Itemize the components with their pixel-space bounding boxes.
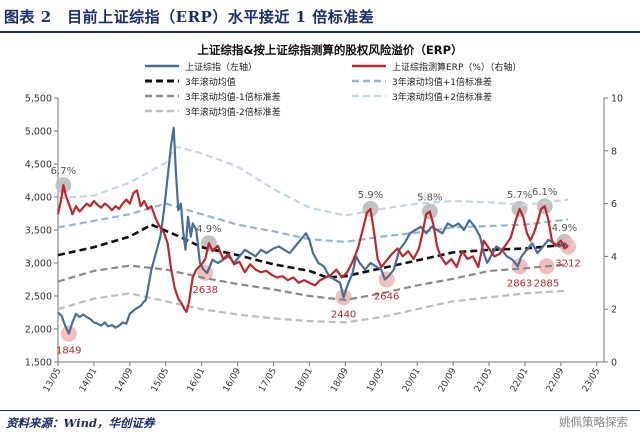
series-line	[57, 223, 569, 279]
left-axis-tick-label: 3,500	[25, 226, 52, 237]
right-axis-tick-label: 4	[611, 252, 617, 263]
left-axis-tick-label: 4,500	[25, 160, 52, 171]
legend-item: 上证综指测算ERP（%）（右轴）	[352, 61, 521, 73]
x-axis-tick-label: 22/01	[509, 367, 531, 394]
x-axis-tick-label: 19/05	[365, 367, 387, 394]
trough-label: 2646	[374, 292, 399, 303]
left-axis-tick-label: 3,000	[25, 259, 52, 270]
right-axis-tick-label: 0	[611, 358, 617, 369]
peak-label: 5.7%	[507, 190, 532, 201]
legend-item: 3年滚动均值	[145, 76, 236, 88]
figure-title: 图表 2 目前上证综指（ERP）水平接近 1 倍标准差	[4, 8, 375, 26]
trough-label: 2638	[193, 285, 218, 296]
legend-label: 上证综指测算ERP（%）（右轴）	[392, 61, 521, 73]
series-line	[57, 202, 569, 243]
legend-item: 3年滚动均值-2倍标准差	[145, 106, 281, 118]
x-axis-tick-label: 17/05	[257, 367, 279, 394]
watermark-text: 姚佩策略探索	[559, 415, 628, 429]
peak-label: 4.9%	[196, 224, 221, 235]
x-axis-tick-label: 21/05	[473, 366, 495, 393]
trough-label: 2885	[534, 278, 559, 289]
chart-title: 上证综指&按上证综指测算的股权风险溢价（ERP）	[197, 43, 462, 57]
legend-label: 3年滚动均值	[185, 76, 236, 88]
x-axis-tick-label: 15/05	[150, 367, 172, 394]
legend-item: 上证综指（左轴）	[145, 61, 257, 73]
trough-label: 2440	[331, 309, 356, 320]
x-axis-tick-label: 23/05	[581, 367, 603, 394]
right-axis-tick-label: 8	[611, 146, 617, 157]
x-axis-tick-label: 18/01	[293, 367, 315, 394]
legend-label: 3年滚动均值-2倍标准差	[185, 106, 281, 118]
series-line	[56, 184, 569, 313]
x-axis-tick-label: 20/09	[437, 366, 459, 394]
left-axis-tick-label: 2,500	[25, 292, 52, 303]
peak-label: 4.9%	[552, 223, 577, 234]
trough-label: 1849	[56, 346, 81, 357]
series-line	[57, 145, 569, 217]
legend-label: 3年滚动均值+2倍标准差	[392, 91, 492, 103]
peak-label: 6.7%	[51, 166, 76, 177]
peak-label: 6.1%	[532, 187, 557, 198]
legend-label: 3年滚动均值-1倍标准差	[185, 91, 281, 103]
x-axis-tick-label: 18/09	[329, 366, 351, 394]
footer-divider	[0, 410, 640, 411]
series-line	[57, 289, 569, 324]
right-axis-tick-label: 2	[611, 305, 617, 316]
trough-label: 2863	[507, 278, 532, 289]
left-axis-tick-label: 1,500	[25, 358, 52, 369]
x-axis-tick-label: 16/09	[222, 366, 244, 394]
legend-item: 3年滚动均值+1倍标准差	[352, 76, 492, 88]
x-axis-tick-label: 14/09	[114, 366, 136, 394]
legend-item: 3年滚动均值+2倍标准差	[352, 91, 492, 103]
left-axis-tick-label: 5,500	[25, 94, 52, 105]
legend-item: 3年滚动均值-1倍标准差	[145, 91, 281, 103]
left-axis-tick-label: 4,000	[25, 193, 52, 204]
header-divider	[0, 31, 640, 33]
x-axis-tick-label: 22/09	[545, 366, 567, 394]
legend-label: 3年滚动均值+1倍标准差	[392, 76, 492, 88]
source-note: 资料来源：Wind，华创证券	[6, 416, 155, 430]
left-axis-tick-label: 5,000	[25, 127, 52, 138]
figure-header: 图表 2 目前上证综指（ERP）水平接近 1 倍标准差	[0, 0, 640, 34]
peak-label: 5.8%	[417, 193, 442, 204]
x-axis-tick-label: 20/01	[401, 367, 423, 394]
left-axis-tick-label: 2,000	[25, 325, 52, 336]
trough-label: 3212	[555, 259, 580, 270]
legend-label: 上证综指（左轴）	[185, 61, 257, 73]
right-axis-tick-label: 6	[611, 199, 617, 210]
chart-legend: 上证综指（左轴） 上证综指测算ERP（%）（右轴） 3年滚动均值 3年滚动均值+1倍标…	[145, 61, 521, 118]
x-axis-tick-label: 13/05	[42, 367, 64, 394]
x-axis-tick-label: 14/01	[78, 367, 100, 394]
right-axis-tick-label: 10	[611, 94, 623, 105]
series-line	[57, 263, 569, 302]
peak-label: 5.9%	[358, 190, 383, 201]
series-line	[57, 126, 569, 335]
trough-marker	[378, 271, 395, 288]
x-axis-tick-label: 16/01	[186, 367, 208, 394]
erp-chart: 上证综指&按上证综指测算的股权风险溢价（ERP） 上证综指（左轴） 上证综指测算ER…	[25, 43, 623, 394]
